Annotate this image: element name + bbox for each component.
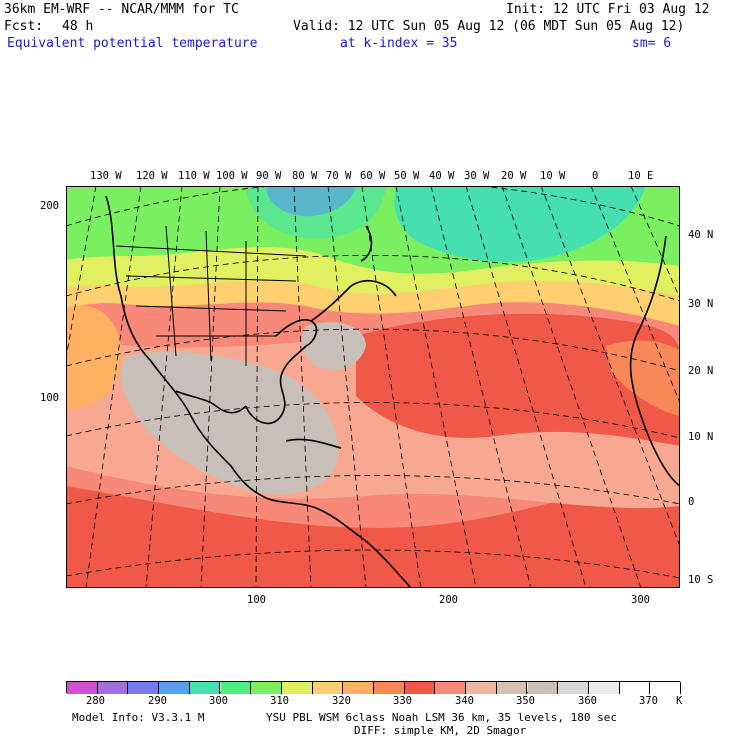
colorbar-swatch bbox=[404, 682, 436, 694]
level-info: at k-index = 35 bbox=[340, 36, 458, 51]
colorbar-swatch bbox=[159, 682, 190, 694]
colorbar-swatch bbox=[281, 682, 313, 694]
colorbar-swatch bbox=[128, 682, 160, 694]
colorbar-swatch bbox=[97, 682, 129, 694]
lat-label: 10 N bbox=[688, 431, 714, 443]
lon-label: 120 W bbox=[136, 170, 168, 182]
lon-label: 10 W bbox=[540, 170, 566, 182]
colorbar-swatch bbox=[527, 682, 559, 694]
colorbar-swatch bbox=[374, 682, 405, 694]
colorbar-label: 360 bbox=[578, 695, 597, 707]
colorbar-label: 340 bbox=[455, 695, 474, 707]
lon-label: 130 W bbox=[90, 170, 122, 182]
lon-label: 30 W bbox=[464, 170, 490, 182]
lon-label: 80 W bbox=[292, 170, 318, 182]
valid-time: Valid: 12 UTC Sun 05 Aug 12 (06 MDT Sun … bbox=[293, 19, 685, 34]
grid-x-label: 100 bbox=[247, 594, 266, 606]
field-gulf-grey bbox=[120, 351, 338, 495]
grid-y-label: 200 bbox=[40, 200, 59, 212]
colorbar-label: 300 bbox=[209, 695, 228, 707]
political-boundaries bbox=[115, 225, 307, 366]
lon-label: 90 W bbox=[256, 170, 282, 182]
colorbar bbox=[66, 681, 681, 694]
colorbar-swatch bbox=[558, 682, 589, 694]
field-atlantic-red bbox=[356, 313, 680, 446]
forecast-label: Fcst: bbox=[4, 19, 44, 34]
colorbar-swatch bbox=[650, 682, 681, 694]
colorbar-swatch bbox=[220, 682, 252, 694]
theta-e-map bbox=[66, 186, 680, 588]
lat-label: 0 bbox=[688, 496, 695, 508]
colorbar-label: 370 bbox=[639, 695, 658, 707]
field-westcoast-orange bbox=[66, 305, 122, 411]
lon-label: 60 W bbox=[360, 170, 386, 182]
field-band-cyan bbox=[246, 186, 386, 239]
lon-label: 100 W bbox=[216, 170, 248, 182]
colorbar-swatch bbox=[588, 682, 620, 694]
lon-label: 10 E bbox=[628, 170, 654, 182]
colorbar-label: 330 bbox=[393, 695, 412, 707]
colorbar-label: 350 bbox=[516, 695, 535, 707]
colorbar-label: 280 bbox=[86, 695, 105, 707]
colorbar-unit: K bbox=[676, 695, 683, 707]
colorbar-label: 310 bbox=[270, 695, 289, 707]
colorbar-swatch bbox=[435, 682, 467, 694]
field-band-south bbox=[66, 466, 680, 588]
field-atlantic-grey bbox=[301, 322, 366, 370]
model-info: Model Info: V3.3.1 M bbox=[72, 711, 205, 724]
lat-label: 20 N bbox=[688, 365, 714, 377]
smoothing-info: sm= 6 bbox=[632, 36, 672, 51]
grid-x-label: 200 bbox=[439, 594, 458, 606]
colorbar-label: 320 bbox=[332, 695, 351, 707]
colorbar-swatch bbox=[189, 682, 221, 694]
lon-label: 20 W bbox=[501, 170, 527, 182]
lon-label: 40 W bbox=[429, 170, 455, 182]
lon-label: 0 bbox=[592, 170, 599, 182]
colorbar-swatch bbox=[312, 682, 344, 694]
field-east-orange bbox=[606, 340, 680, 416]
lat-label: 40 N bbox=[688, 229, 714, 241]
init-time: Init: 12 UTC Fri 03 Aug 12 bbox=[506, 2, 710, 17]
colorbar-label: 290 bbox=[148, 695, 167, 707]
model-title: 36km EM-WRF -- NCAR/MMM for TC bbox=[4, 2, 239, 17]
lat-label: 30 N bbox=[688, 298, 714, 310]
diffusion-info: DIFF: simple KM, 2D Smagor bbox=[354, 724, 527, 737]
colorbar-swatch bbox=[466, 682, 497, 694]
lon-label: 70 W bbox=[326, 170, 352, 182]
forecast-hours: 48 h bbox=[62, 19, 94, 34]
colorbar-swatch bbox=[67, 682, 98, 694]
graticule bbox=[66, 186, 680, 588]
lon-label: 50 W bbox=[394, 170, 420, 182]
grid-y-label: 100 bbox=[40, 392, 59, 404]
lat-label: 10 S bbox=[688, 574, 714, 586]
field-band-teal bbox=[394, 186, 646, 262]
colorbar-swatch bbox=[251, 682, 282, 694]
colorbar-swatch bbox=[496, 682, 528, 694]
field-name: Equivalent potential temperature bbox=[7, 36, 258, 51]
grid-x-label: 300 bbox=[631, 594, 650, 606]
physics-info: YSU PBL WSM 6class Noah LSM 36 km, 35 le… bbox=[266, 711, 617, 724]
lon-label: 110 W bbox=[178, 170, 210, 182]
colorbar-swatch bbox=[343, 682, 374, 694]
colorbar-swatch bbox=[619, 682, 651, 694]
